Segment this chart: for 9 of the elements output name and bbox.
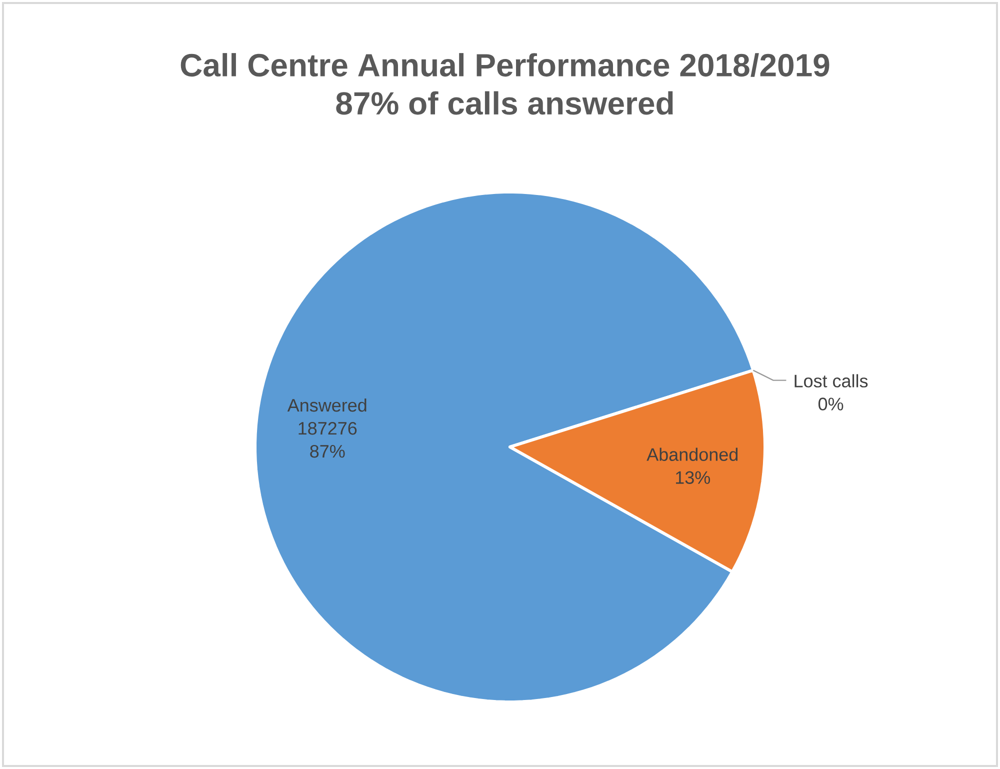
slice-label: Answered bbox=[287, 398, 366, 412]
data-label: 87% bbox=[310, 444, 345, 458]
text: 0% bbox=[818, 398, 844, 410]
chart-title: Call Centre Annual Performance 2018/2019 bbox=[180, 53, 830, 77]
chart-subtitle: 87% of calls answered bbox=[336, 91, 673, 115]
text: 187276 bbox=[298, 422, 357, 435]
data-label: 13% bbox=[676, 471, 710, 484]
slice-label: Abandoned bbox=[646, 448, 738, 461]
legend-label: Lost calls bbox=[794, 374, 868, 388]
